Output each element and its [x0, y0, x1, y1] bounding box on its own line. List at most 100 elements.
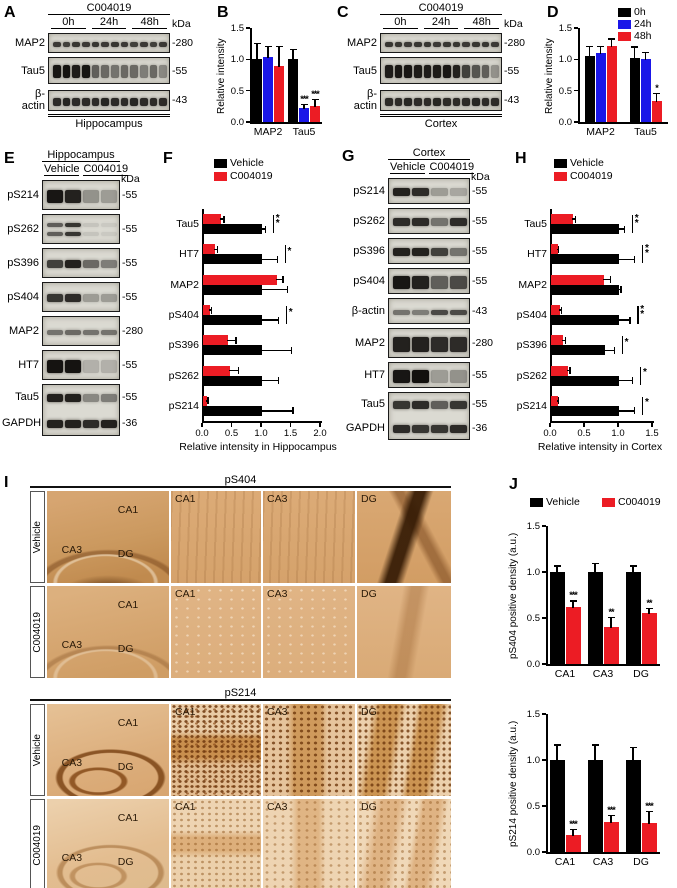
legend-swatch [530, 497, 543, 507]
protein-label: MAP2 [347, 37, 377, 49]
significance-stars: ** [645, 243, 649, 260]
legend-label: 0h [634, 6, 646, 18]
protein-band [443, 42, 451, 47]
protein-band [62, 97, 71, 106]
error-bar-line [261, 258, 278, 261]
ihc-row-label: C004019 [30, 586, 45, 678]
significance-stars: ** [608, 607, 614, 617]
blot-image [380, 33, 502, 53]
kda-label: -55 [472, 215, 488, 227]
error-bar-cap [623, 225, 626, 233]
y-tick-label: 1.5 [526, 521, 540, 532]
panel-label-h: H [515, 150, 527, 167]
data-bar [629, 58, 640, 122]
error-bar-cap [560, 306, 562, 314]
panel-c-blot-cortex: C004019 0h 24h 48h kDa MAP2 -280 Tau5 -55 β-actin… [346, 2, 544, 145]
legend-item: Vehicle [554, 157, 604, 169]
blot-row: pS214 -55 [2, 180, 160, 210]
tissue-underline [48, 114, 170, 117]
error-bar-line [632, 748, 634, 761]
ihc-zoom-image: DG [357, 491, 451, 583]
category-label: MAP2 [170, 278, 199, 291]
region-annotation: DG [117, 643, 134, 656]
y-tick-mark [246, 27, 250, 29]
y-tick-label: 1.5 [230, 23, 244, 34]
error-bar-line [610, 816, 612, 823]
data-bar [551, 305, 560, 315]
error-bar-cap [591, 562, 599, 565]
legend-label: 48h [634, 30, 652, 42]
significance-bracket [639, 366, 642, 385]
protein-band [101, 190, 117, 203]
protein-band [431, 425, 448, 433]
protein-band [385, 97, 393, 106]
data-bar [551, 254, 619, 265]
y-tick-mark [246, 90, 250, 92]
protein-band [393, 188, 410, 196]
significance-bracket [631, 215, 634, 234]
ihc-overview-image: CA1 CA3 DG [47, 491, 169, 583]
category-label: MAP2 [518, 278, 547, 291]
protein-band [82, 65, 90, 78]
error-bar-line [567, 369, 571, 372]
panel-e-blot-hippocampus: Hippocampus Vehicle C004019 kDa pS214 -55 pS26… [2, 149, 160, 469]
y-tick-mark [542, 851, 546, 853]
panel-label-j: J [509, 476, 518, 493]
protein-band [443, 97, 451, 106]
blot-row: pS404 -55 [2, 282, 160, 312]
y-tick-label: 0.0 [230, 117, 244, 128]
error-bar-cap [238, 367, 240, 375]
x-tick-label: 0.5 [224, 428, 239, 439]
y-tick-label: 0.5 [526, 801, 540, 812]
data-bar [203, 405, 262, 416]
region-annotation: CA1 [175, 706, 196, 718]
region-annotation: CA1 [117, 811, 139, 824]
data-bar [203, 345, 262, 356]
protein-label: MAP2 [9, 325, 39, 337]
legend-label: C004019 [570, 170, 613, 182]
timepoint-label: 48h [132, 16, 168, 29]
protein-band [47, 330, 63, 335]
protein-band [65, 294, 81, 302]
error-bar-line [209, 309, 213, 311]
protein-label: pS404 [7, 291, 39, 303]
kda-unit-label: kDa [504, 18, 523, 30]
significance-stars: * [287, 245, 292, 257]
y-axis-line [550, 209, 552, 421]
protein-band [72, 65, 80, 78]
protein-band [414, 42, 422, 47]
ihc-row-label-text: C004019 [32, 824, 43, 866]
kda-label: -36 [472, 422, 488, 434]
y-tick-mark [542, 525, 546, 527]
condition-label: Vehicle [44, 163, 80, 176]
data-bar [299, 108, 309, 122]
protein-band [159, 97, 167, 106]
error-bar-cap [631, 377, 634, 385]
protein-band [65, 223, 81, 227]
blot-image [42, 248, 120, 278]
ihc-group-header: pS214 [30, 687, 451, 701]
y-axis-label: pS214 positive density (a.u.) [508, 720, 519, 848]
x-tick-mark [319, 422, 321, 427]
x-tick-mark [583, 422, 585, 427]
significance-stars: ** [646, 597, 652, 608]
kda-label: -55 [122, 189, 138, 201]
protein-label: pS396 [7, 257, 39, 269]
data-bar [551, 345, 606, 356]
y-tick-mark [574, 90, 578, 92]
x-tick-mark [617, 422, 619, 427]
error-bar-line [618, 289, 622, 291]
kda-label: -55 [122, 223, 138, 235]
protein-band [83, 420, 99, 428]
error-bar-line [562, 339, 566, 341]
condition-label: C004019 [429, 161, 475, 174]
y-axis-label: Relative intensity [544, 38, 555, 114]
error-bar-cap [574, 215, 577, 223]
data-bar [310, 106, 320, 122]
ihc-zoom-image: CA1 [171, 799, 261, 888]
blot-image [380, 57, 502, 84]
protein-band [47, 260, 63, 268]
panel-label-g: G [342, 148, 355, 165]
error-bar-cap [564, 336, 566, 344]
protein-band [393, 370, 410, 383]
